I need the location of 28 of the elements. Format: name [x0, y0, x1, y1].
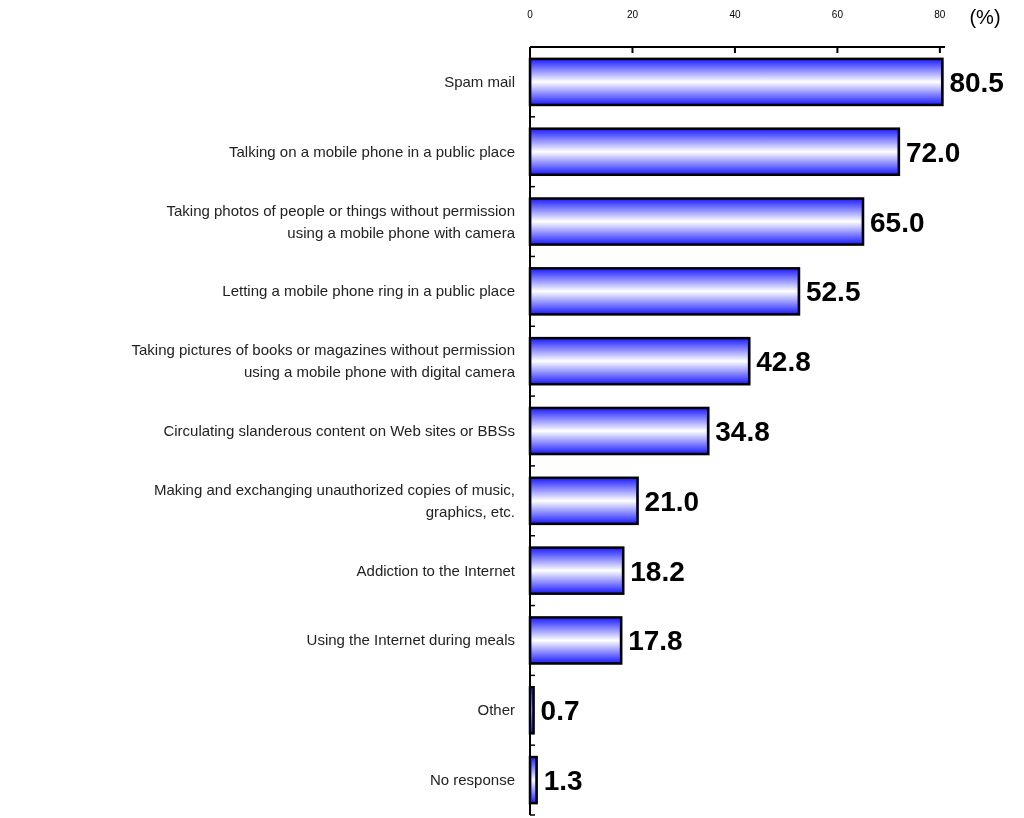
- y-tick-label: Taking photos of people or things without permission using a mobile phone with camera: [166, 201, 516, 241]
- y-tick-label: Using the Internet during meals: [306, 631, 515, 649]
- data-label: 17.8: [628, 625, 683, 657]
- data-label: 21.0: [644, 485, 700, 517]
- y-tick-label: Circulating slanderous content on Web sites or BBSs: [163, 422, 515, 439]
- x-axis-title: (%): [969, 6, 1001, 28]
- y-tick-label: Other: [477, 701, 515, 719]
- y-tick-label: Addiction to the Internet: [356, 561, 516, 579]
- x-tick-label: 60: [831, 9, 844, 20]
- data-label: 18.2: [630, 555, 685, 587]
- x-tick-label: 80: [934, 9, 946, 20]
- y-tick-label: Letting a mobile phone ring in a public place: [222, 282, 515, 300]
- y-tick-label: Taking pictures of books or magazines without permission using a mobile phone with digital camera: [131, 341, 516, 381]
- x-tick-label: 20: [626, 9, 639, 20]
- data-label: 72.0: [905, 136, 961, 168]
- data-label: 80.5: [949, 66, 1004, 98]
- data-label: 65.0: [870, 206, 925, 238]
- data-label: 1.3: [543, 765, 583, 797]
- y-tick-label: Spam mail: [444, 72, 515, 90]
- data-label: 52.5: [805, 276, 861, 308]
- x-tick-label: 0: [527, 9, 534, 20]
- data-label: 42.8: [756, 346, 811, 378]
- data-label: 34.8: [715, 416, 770, 447]
- y-tick-label: Making and exchanging unauthorized copies of music, graphics, etc.: [153, 480, 515, 520]
- x-tick-label: 40: [729, 9, 741, 20]
- y-tick-label: No response: [429, 771, 515, 789]
- y-tick-label: Talking on a mobile phone in a public place: [228, 142, 515, 160]
- data-label: 0.7: [540, 695, 580, 727]
